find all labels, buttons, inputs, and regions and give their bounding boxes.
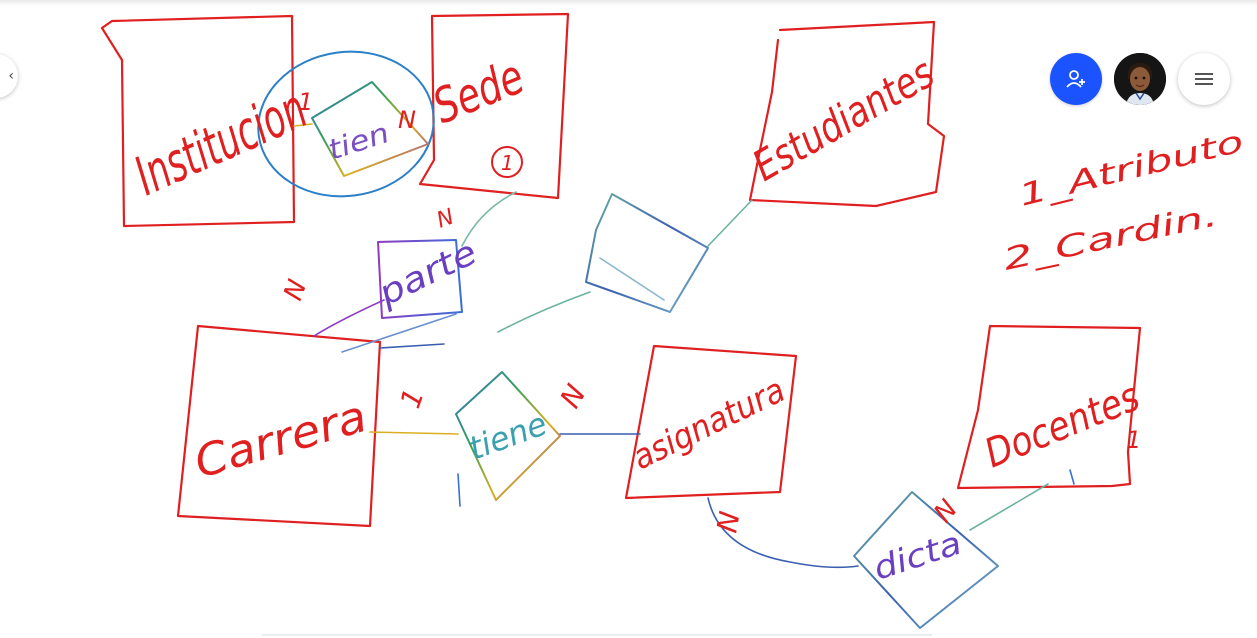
collapse-sidebar-button[interactable]: ‹ <box>0 54 18 98</box>
line-carrera-parte3 <box>379 343 445 349</box>
line-parte-carrera2 <box>341 313 457 353</box>
label-carrera: Carrera <box>189 391 372 489</box>
card-inst-sede-1: 1 <box>298 88 313 116</box>
entity-box-estudiantes <box>748 20 946 208</box>
tick-docentes <box>1069 469 1075 485</box>
label-dicta: dicta <box>869 524 966 588</box>
card-parte-n: N <box>278 276 313 305</box>
sede-mark-circle <box>491 146 523 178</box>
tick-carrera <box>457 473 461 507</box>
line-asig-dicta <box>707 497 859 569</box>
diamond-parte <box>377 239 463 319</box>
share-button[interactable] <box>1050 53 1102 105</box>
diamond-dicta <box>853 491 999 629</box>
entity-box-institucion <box>100 14 296 228</box>
entity-box-carrera <box>176 324 382 528</box>
card-asig-n2: N <box>710 509 746 535</box>
line-blank-estudiantes <box>707 199 753 247</box>
card-doc-n: N <box>928 494 963 528</box>
card-asig-n: N <box>553 379 592 414</box>
line-inst-tiene <box>293 123 313 127</box>
line-dicta-docentes <box>969 483 1049 531</box>
label-parte: parte <box>371 233 483 315</box>
line-blank-carrera <box>497 291 591 333</box>
label-asignatura: asignatura <box>626 370 791 478</box>
add-person-icon <box>1066 70 1085 88</box>
bottom-scroll-indicator <box>262 634 932 636</box>
card-sede-mark: 1 <box>501 151 514 175</box>
top-edge-shadow <box>0 0 1257 6</box>
label-docentes: Docentes <box>979 374 1146 477</box>
diamond-blank <box>585 193 709 313</box>
line-carrera-tiene <box>369 431 459 435</box>
user-avatar-button[interactable] <box>1114 53 1166 105</box>
line-sede-parte <box>461 191 517 247</box>
chevron-left-icon: ‹ <box>8 68 14 84</box>
diamond-tiene-mid <box>455 371 561 501</box>
card-inst-sede-n: N <box>398 106 416 134</box>
avatar-icon <box>1114 53 1166 105</box>
top-right-toolbar <box>1050 53 1230 105</box>
label-tiene-top: tien <box>324 116 393 167</box>
diamond-tiene-top <box>311 81 429 177</box>
entity-box-asignatura <box>624 344 798 500</box>
line-parte-carrera <box>313 299 385 337</box>
label-sede: Sede <box>426 49 532 135</box>
card-carrera-1: 1 <box>394 384 431 412</box>
label-institucion: Institucion <box>126 77 316 208</box>
hamburger-menu-icon <box>1195 73 1213 85</box>
entity-box-sede <box>418 12 570 200</box>
highlight-circle <box>257 50 435 198</box>
menu-button[interactable] <box>1178 53 1230 105</box>
card-sede-n: N <box>434 205 458 234</box>
line-blank-inner <box>599 257 665 301</box>
card-doc-mark: 1 <box>1126 426 1141 454</box>
entity-box-docentes <box>956 324 1142 490</box>
